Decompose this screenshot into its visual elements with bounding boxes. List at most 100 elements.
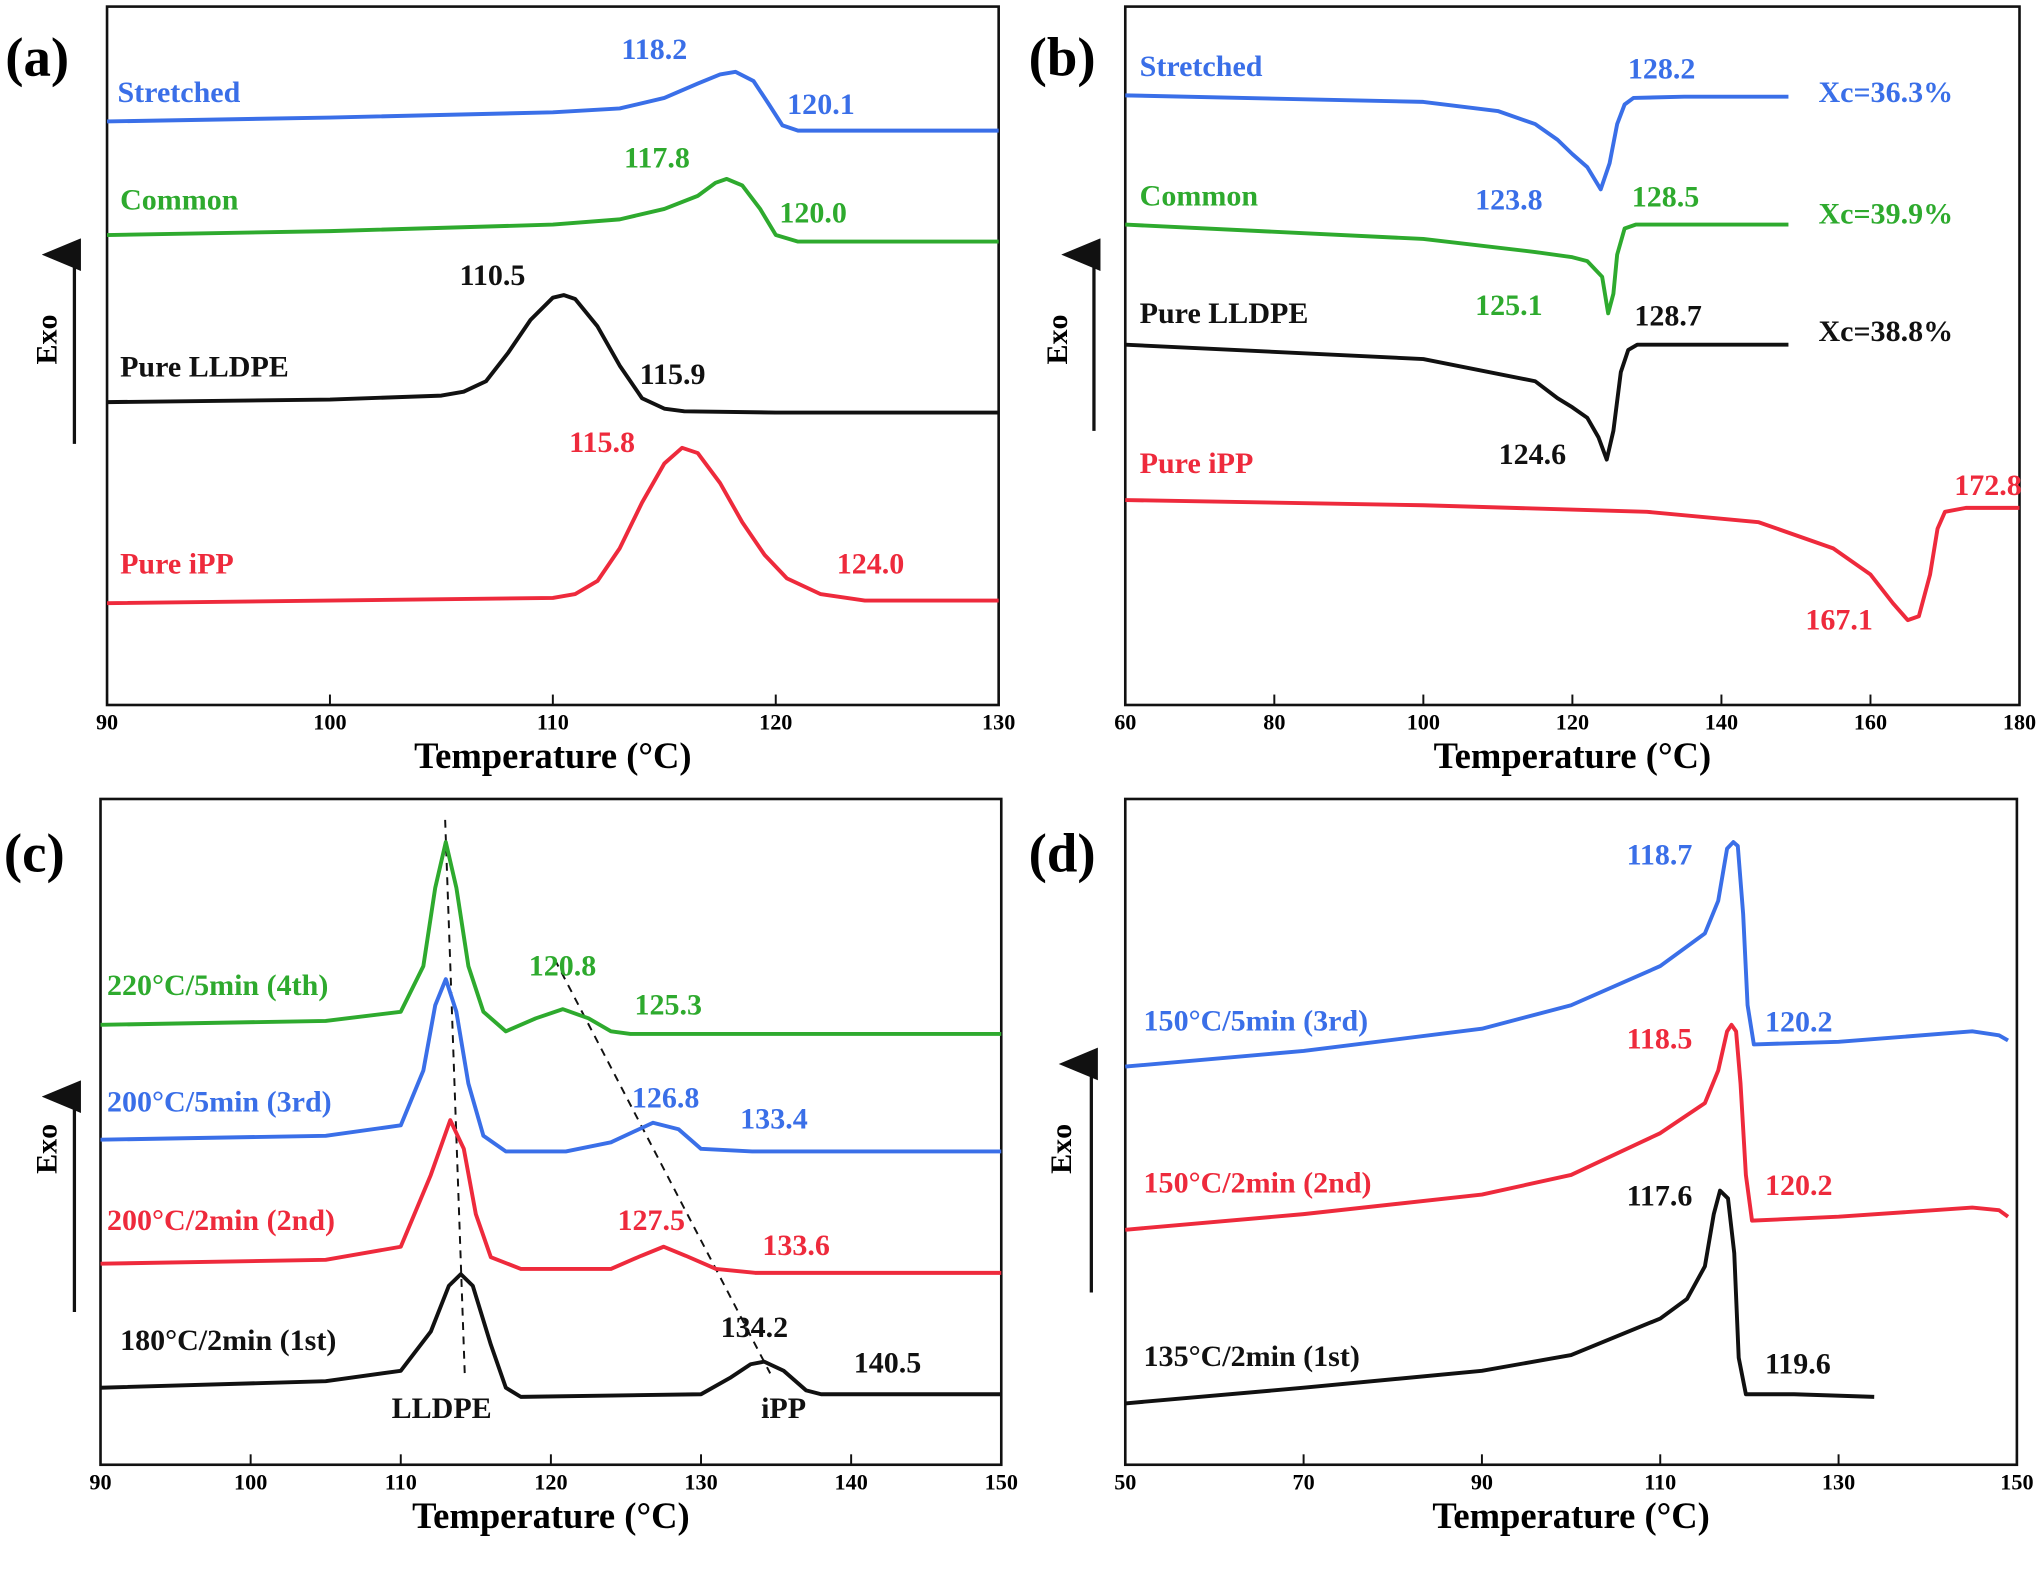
peak-label: 127.5 [617, 1204, 685, 1237]
peak-label: 140.5 [854, 1346, 922, 1379]
peak-label: 128.7 [1634, 299, 1702, 332]
y-axis-title: Exo [30, 1124, 63, 1174]
series-label: 200°C/5min (3rd) [107, 1085, 332, 1118]
x-tick-label: 100 [1407, 710, 1440, 735]
series-label: 180°C/2min (1st) [120, 1324, 336, 1357]
series-label: Pure LLDPE [120, 350, 289, 383]
peak-label: 120.1 [787, 88, 855, 121]
panel-label: (c) [4, 823, 65, 884]
peak-label: Xc=39.9% [1818, 198, 1953, 231]
x-tick-label: 110 [1644, 1469, 1676, 1494]
x-tick-label: 90 [89, 1469, 111, 1494]
y-axis-title: Exo [30, 314, 63, 364]
x-tick-label: 100 [313, 710, 346, 735]
x-axis-title: Temperature (°C) [414, 735, 691, 776]
annotation: LLDPE [392, 1392, 492, 1425]
peak-label: 133.6 [762, 1229, 830, 1262]
annotation: iPP [761, 1392, 806, 1425]
plot-frame [1123, 797, 2019, 1467]
panel-label: (d) [1029, 823, 1096, 884]
peak-label: Xc=36.3% [1818, 76, 1953, 109]
series-label: Stretched [117, 76, 240, 109]
x-axis-title: Temperature (°C) [1434, 735, 1711, 776]
peak-label: 172.8 [1954, 469, 2022, 502]
x-tick-label: 60 [1114, 710, 1136, 735]
x-tick-label: 150 [2000, 1469, 2033, 1494]
x-tick-label: 130 [982, 710, 1015, 735]
peak-label: 124.0 [837, 548, 905, 581]
curve [107, 176, 999, 244]
curve [100, 1118, 1002, 1275]
peak-label: 167.1 [1805, 604, 1873, 637]
series-label: 150°C/2min (2nd) [1144, 1166, 1372, 1199]
peak-label: 133.4 [740, 1102, 808, 1135]
peak-label: 125.3 [634, 989, 702, 1022]
panel: (d) Temperature (°C) Exo 50 70 90 110 130 150 150… [1029, 797, 2034, 1536]
peak-label: 115.8 [569, 426, 635, 459]
guide-lines [444, 819, 772, 1374]
panel: (b) Temperature (°C) Exo 60 80 100 120 140 160 18… [1029, 5, 2036, 776]
peak-label: 120.2 [1765, 1006, 1833, 1039]
x-tick-label: 100 [234, 1469, 267, 1494]
curve [100, 840, 1002, 1036]
peak-label: 115.9 [640, 358, 706, 391]
peak-label: 118.7 [1627, 839, 1693, 872]
peak-label: 119.6 [1765, 1348, 1831, 1381]
series-label: Common [120, 183, 239, 216]
x-tick-label: 110 [537, 710, 569, 735]
peak-label: 120.8 [529, 950, 597, 983]
peak-label: 128.2 [1628, 53, 1696, 86]
x-tick-label: 140 [1705, 710, 1738, 735]
curve [1125, 498, 2020, 623]
series-label: 200°C/2min (2nd) [107, 1204, 335, 1237]
series-label: Stretched [1140, 50, 1263, 83]
x-tick-label: 180 [2003, 710, 2036, 735]
series-label: 135°C/2min (1st) [1144, 1340, 1360, 1373]
peak-label: 118.5 [1627, 1023, 1693, 1056]
series-label: 150°C/5min (3rd) [1144, 1004, 1369, 1037]
x-tick-label: 140 [835, 1469, 868, 1494]
x-tick-label: 90 [1471, 1469, 1493, 1494]
peak-label: 120.0 [779, 196, 847, 229]
peak-label: 128.5 [1632, 181, 1700, 214]
x-tick-label: 130 [684, 1469, 717, 1494]
peak-label: 110.5 [460, 259, 526, 292]
x-tick-label: 150 [985, 1469, 1018, 1494]
peak-label: 120.2 [1765, 1169, 1833, 1202]
x-tick-label: 80 [1263, 710, 1285, 735]
x-tick-label: 90 [96, 710, 118, 735]
peak-label: 126.8 [632, 1081, 700, 1114]
x-axis-title: Temperature (°C) [412, 1495, 689, 1536]
series-label: Common [1140, 179, 1259, 212]
x-tick-label: 50 [1114, 1469, 1136, 1494]
x-tick-label: 120 [759, 710, 792, 735]
y-axis-title: Exo [1041, 314, 1074, 364]
peak-label: 123.8 [1475, 183, 1543, 216]
x-tick-label: 70 [1293, 1469, 1315, 1494]
peak-label: 118.2 [621, 33, 687, 66]
curve [107, 69, 999, 133]
peak-label: 117.8 [624, 142, 690, 175]
x-tick-label: 110 [385, 1469, 417, 1494]
peak-label: 134.2 [721, 1311, 789, 1344]
x-tick-label: 120 [1556, 710, 1589, 735]
panel: (c) Temperature (°C) Exo 90 100 110 120 130 140 1… [4, 797, 1018, 1536]
panel-label: (a) [5, 26, 69, 87]
x-tick-label: 120 [534, 1469, 567, 1494]
series-label: Pure LLDPE [1140, 297, 1309, 330]
curve [107, 293, 999, 415]
series-label: 220°C/5min (4th) [107, 969, 328, 1002]
curve [1125, 840, 2009, 1069]
curve [1125, 1188, 1875, 1406]
series-label: Pure iPP [120, 548, 234, 581]
curve [1125, 342, 1789, 462]
curve [1125, 93, 1789, 192]
curve [1125, 1022, 2010, 1232]
series-label: Pure iPP [1140, 447, 1254, 480]
peak-label: 125.1 [1475, 289, 1543, 322]
peak-label: Xc=38.8% [1818, 315, 1953, 348]
x-tick-label: 160 [1854, 710, 1887, 735]
curve [100, 977, 1002, 1154]
